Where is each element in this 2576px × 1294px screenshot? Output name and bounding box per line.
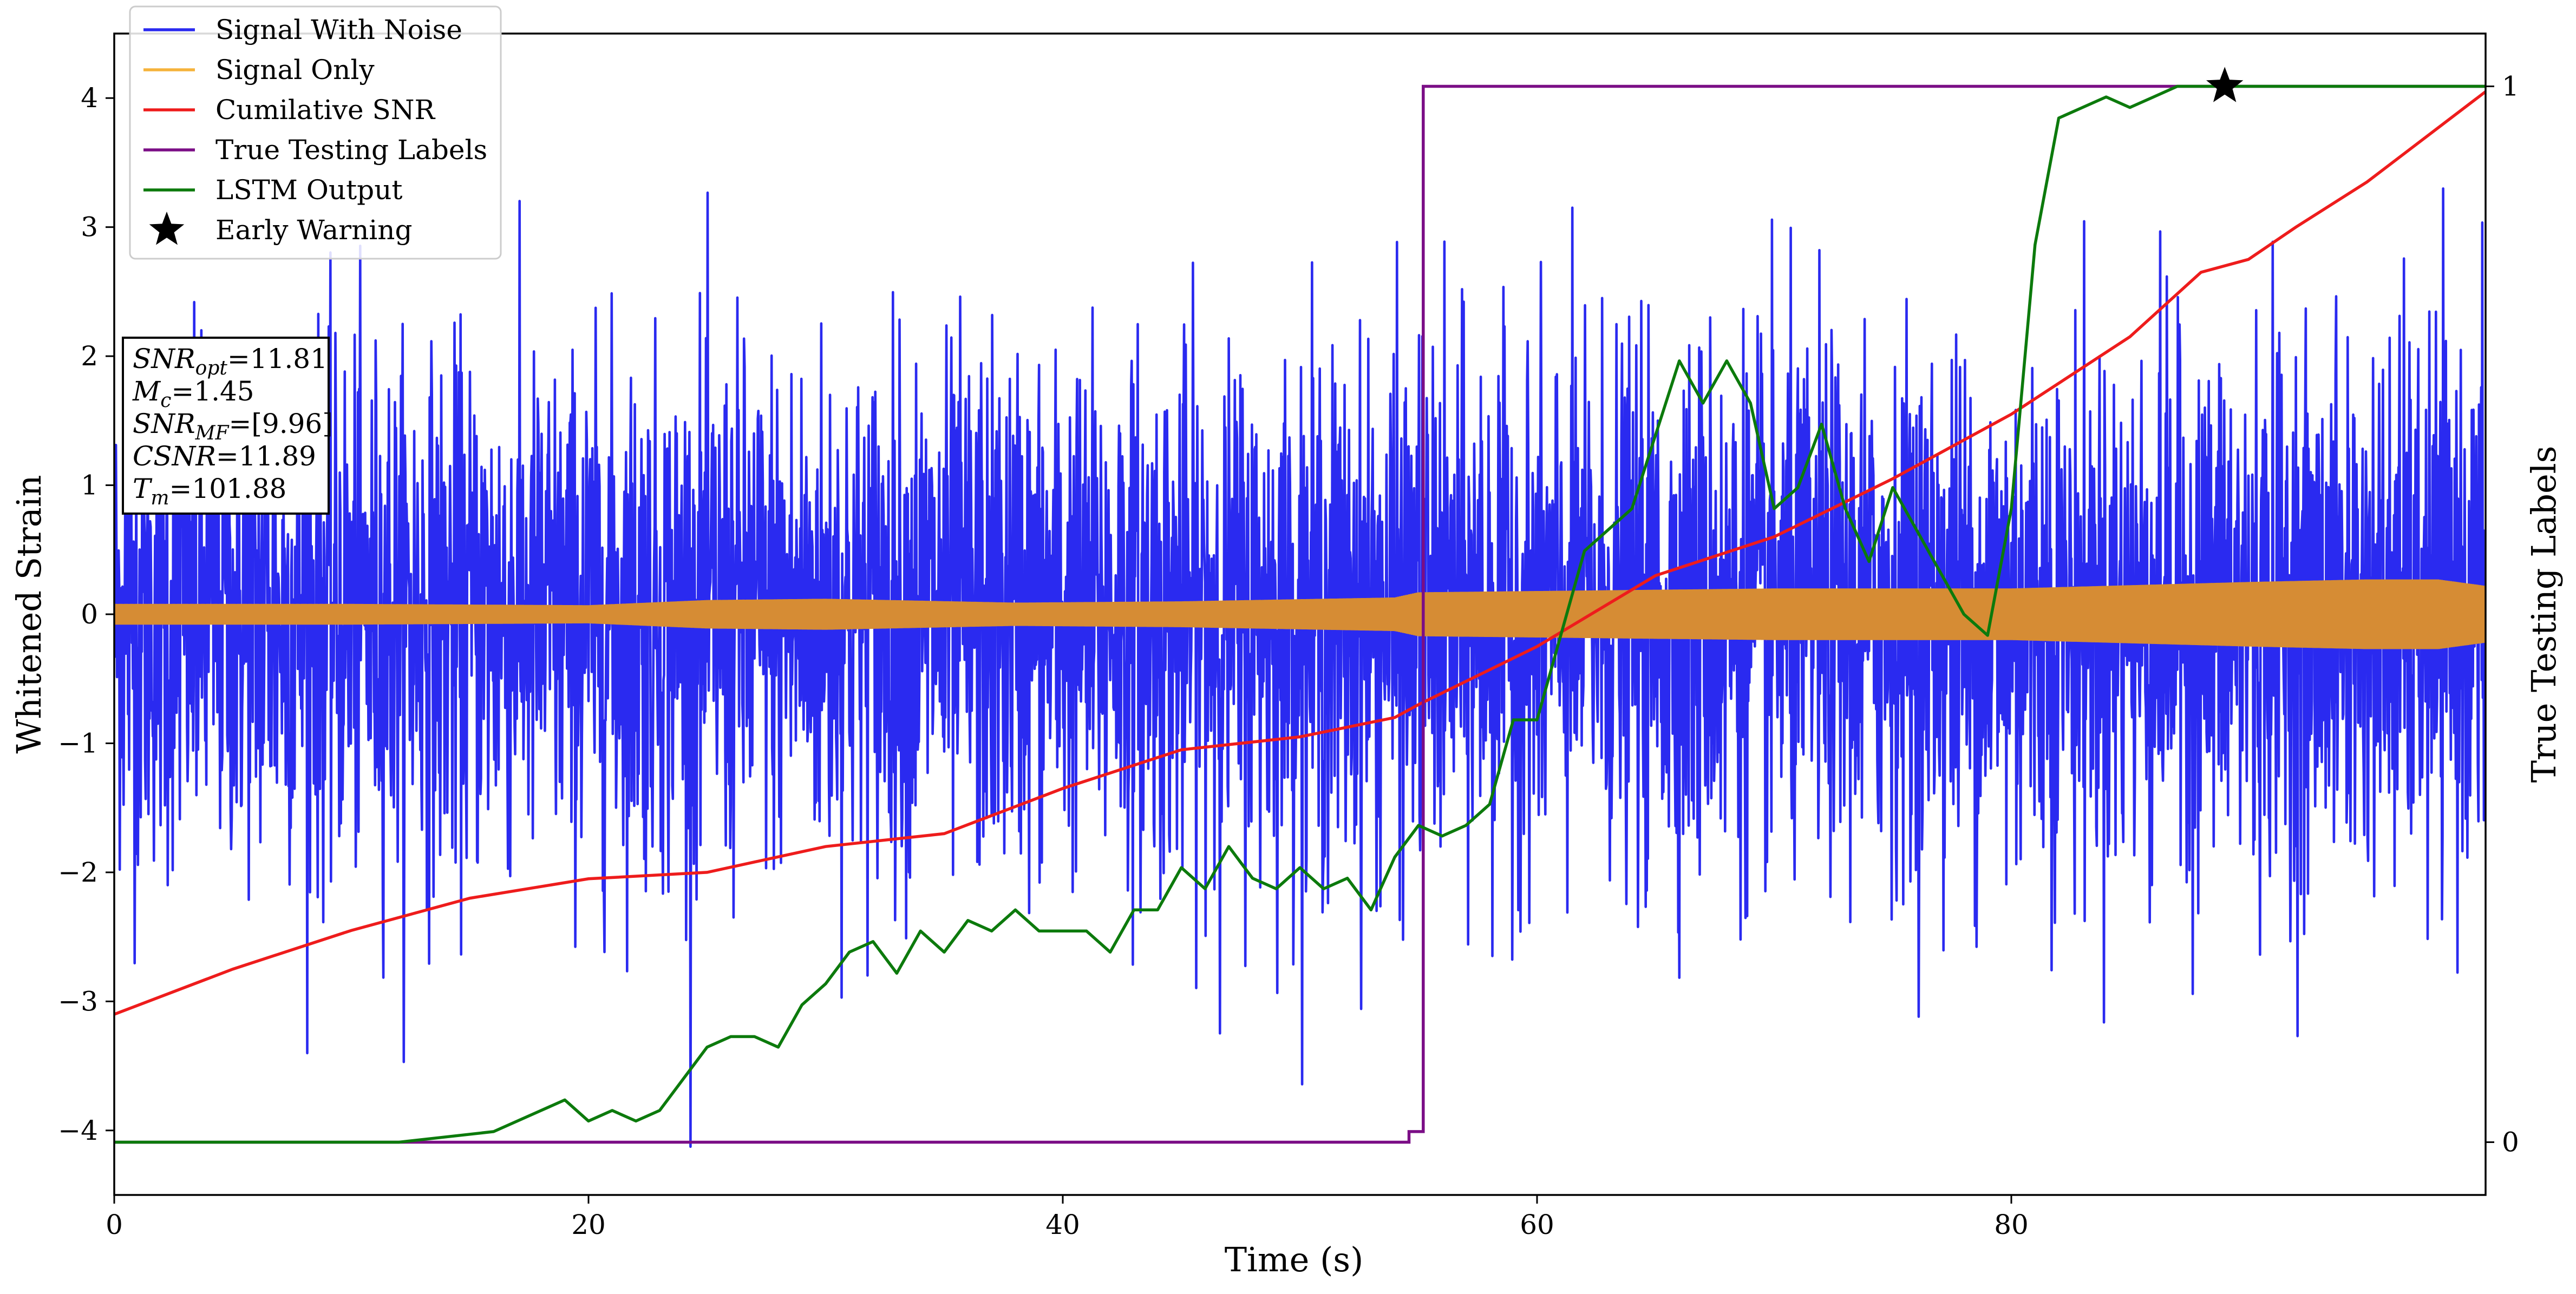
parameter-symbol: SNR bbox=[133, 408, 195, 439]
y-tick-label: −3 bbox=[58, 986, 98, 1017]
y-axis-right: 01 bbox=[2486, 71, 2519, 1158]
y-tick-label: −1 bbox=[58, 727, 98, 759]
parameter-subscript: MF bbox=[195, 422, 230, 444]
early-warning-marker bbox=[2206, 67, 2244, 102]
y-axis-title: Whitened Strain bbox=[9, 475, 49, 754]
legend-label-noise: Signal With Noise bbox=[215, 14, 462, 45]
x-tick-label: 0 bbox=[106, 1209, 123, 1240]
parameter-line: Mc=1.45 bbox=[132, 376, 254, 412]
y-tick-label: −2 bbox=[58, 857, 98, 888]
parameter-value: =101.88 bbox=[169, 473, 287, 504]
x-axis-title: Time (s) bbox=[1225, 1240, 1364, 1279]
legend: Signal With Noise Signal Only Cumilative S… bbox=[129, 5, 502, 260]
legend-label-signal: Signal Only bbox=[215, 54, 375, 86]
y-tick-label: −4 bbox=[58, 1115, 98, 1146]
parameter-value: =[9.96] bbox=[229, 408, 333, 439]
x-tick-label: 80 bbox=[1994, 1209, 2029, 1240]
legend-label-warning: Early Warning bbox=[215, 214, 413, 246]
legend-label-csnr: Cumilative SNR bbox=[215, 94, 435, 126]
series-signal-only bbox=[114, 579, 2486, 649]
parameter-subscript: c bbox=[160, 390, 171, 412]
series-lstm-output bbox=[114, 84, 2486, 1144]
x-tick-label: 40 bbox=[1045, 1209, 1080, 1240]
series-cumilative-snr bbox=[114, 90, 2486, 1016]
x-tick-label: 20 bbox=[571, 1209, 606, 1240]
parameter-subscript: opt bbox=[195, 357, 228, 379]
parameter-value: =11.89 bbox=[216, 441, 316, 472]
parameter-line: CSNR=11.89 bbox=[133, 441, 316, 472]
parameter-box: SNRopt=11.81Mc=1.45SNRMF=[9.96]CSNR=11.8… bbox=[122, 337, 333, 515]
legend-box bbox=[129, 5, 502, 260]
x-axis: 0 20 40 60 80 bbox=[106, 1195, 2029, 1240]
parameter-symbol: M bbox=[132, 376, 161, 407]
parameter-value: =1.45 bbox=[171, 376, 254, 407]
y-tick-label: 3 bbox=[81, 212, 98, 243]
parameter-symbol: SNR bbox=[133, 343, 195, 375]
y-tick-label: 2 bbox=[81, 340, 98, 372]
y2-axis-title: True Testing Labels bbox=[2524, 446, 2564, 783]
legend-marker-warning bbox=[149, 212, 185, 245]
y-axis-left: −4 −3 −2 −1 0 1 2 3 4 bbox=[58, 82, 114, 1146]
legend-label-lstm: LSTM Output bbox=[215, 174, 402, 206]
y2-tick-label: 0 bbox=[2502, 1126, 2519, 1158]
parameter-line: SNRMF=[9.96] bbox=[133, 408, 333, 444]
parameter-line: Tm=101.88 bbox=[133, 473, 286, 509]
legend-label-labels: True Testing Labels bbox=[215, 134, 487, 166]
parameter-symbol: CSNR bbox=[133, 441, 216, 472]
y-tick-label: 0 bbox=[81, 599, 98, 630]
y-tick-label: 1 bbox=[81, 470, 98, 501]
series-true-testing-labels bbox=[114, 84, 2486, 1144]
series-signal-with-noise bbox=[114, 187, 2486, 1148]
y2-tick-label: 1 bbox=[2502, 71, 2519, 102]
parameter-symbol: T bbox=[133, 473, 153, 504]
x-tick-label: 60 bbox=[1520, 1209, 1554, 1240]
plot-area bbox=[114, 67, 2486, 1148]
parameter-box-frame bbox=[122, 337, 330, 515]
parameter-line: SNRopt=11.81 bbox=[133, 343, 328, 379]
parameter-value: =11.81 bbox=[227, 343, 328, 375]
parameter-subscript: m bbox=[151, 487, 169, 509]
y-tick-label: 4 bbox=[81, 82, 98, 114]
